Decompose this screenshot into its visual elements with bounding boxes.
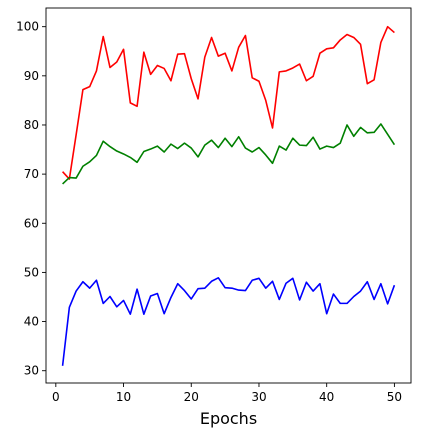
y-tick-label: 60 bbox=[24, 216, 39, 230]
series-line-red bbox=[62, 25, 395, 180]
y-tick-label: 70 bbox=[24, 167, 39, 181]
x-axis-title: Epochs bbox=[200, 409, 257, 428]
x-tick-label: 10 bbox=[116, 390, 131, 404]
x-tick-label: 40 bbox=[319, 390, 334, 404]
y-tick-label: 80 bbox=[24, 118, 39, 132]
series-layer bbox=[61, 25, 396, 366]
y-tick-label: 50 bbox=[24, 265, 39, 279]
x-tick-label: 50 bbox=[387, 390, 402, 404]
x-tick-label: 20 bbox=[184, 390, 199, 404]
series-line-blue bbox=[61, 277, 396, 366]
y-tick-label: 40 bbox=[24, 315, 39, 329]
series-line-green bbox=[62, 123, 396, 185]
y-tick-label: 100 bbox=[16, 20, 39, 34]
x-tick-label: 30 bbox=[251, 390, 266, 404]
plot-frame bbox=[45, 7, 412, 384]
y-tick-label: 30 bbox=[24, 364, 39, 378]
ticks-layer: 0 10 20 30 40 50 30 40 50 60 70 80 90 100 bbox=[16, 20, 402, 404]
x-tick-label: 0 bbox=[52, 390, 60, 404]
y-tick-label: 90 bbox=[24, 69, 39, 83]
